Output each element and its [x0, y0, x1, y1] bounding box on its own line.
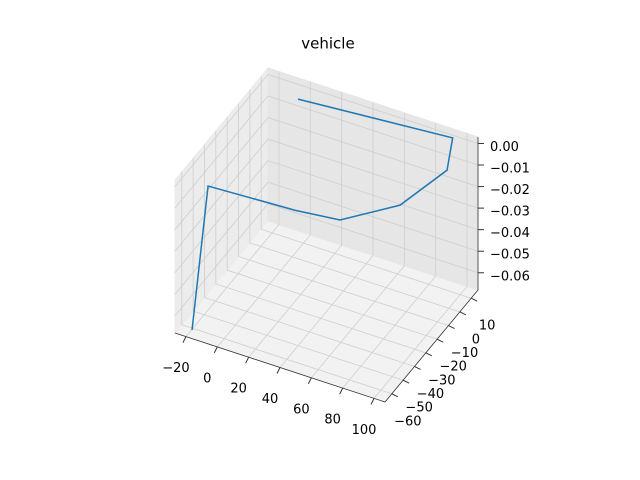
grid-line — [215, 130, 426, 354]
z-tick-label: −0.01 — [490, 162, 530, 177]
y-axis — [384, 289, 479, 403]
grid-line — [174, 73, 479, 187]
y-tick-label: −60 — [394, 414, 421, 429]
tick-mark — [391, 393, 399, 398]
tick-mark — [414, 366, 421, 370]
x-tick-label: 20 — [230, 382, 247, 397]
tick-mark — [459, 311, 467, 316]
x-tick-label: 100 — [352, 423, 377, 438]
grid-line — [217, 81, 311, 348]
grid-line — [192, 158, 404, 381]
y-tick-label: −30 — [428, 373, 455, 388]
y-tick-label: 10 — [479, 319, 496, 334]
tick-mark — [436, 338, 444, 343]
x-tick-label: −20 — [162, 361, 189, 376]
y-tick-label: −50 — [405, 401, 432, 416]
grid-line — [311, 112, 405, 379]
grid-line — [174, 95, 479, 209]
tick-mark — [339, 387, 344, 395]
tick-mark — [182, 336, 187, 343]
z-tick-label: −0.04 — [490, 226, 530, 241]
tick-mark — [213, 346, 218, 354]
grid-line — [260, 76, 472, 299]
y-tick-label: −20 — [439, 360, 466, 375]
grid-line — [342, 123, 437, 389]
x-tick-label: 0 — [203, 371, 211, 386]
z-tick-label: −0.03 — [490, 205, 530, 220]
grid-line — [174, 138, 479, 252]
chart-title: vehicle — [301, 35, 354, 53]
grid-line — [226, 117, 438, 340]
x-tick-label: 60 — [293, 402, 310, 417]
x-axis — [174, 332, 386, 403]
tick-mark — [276, 367, 281, 374]
tick-mark — [370, 398, 375, 405]
z-tick-label: −0.06 — [490, 269, 530, 284]
grid-line — [174, 160, 479, 273]
x-tick-label: 80 — [324, 413, 341, 428]
grid-line — [249, 89, 460, 313]
z-tick-label: 0.00 — [490, 140, 519, 155]
y-tick-label: −40 — [417, 387, 444, 402]
grid-line — [204, 144, 415, 367]
x-tick-label: 40 — [262, 392, 279, 407]
grid-line — [174, 181, 479, 295]
data-line — [191, 98, 454, 331]
grid-line — [174, 117, 479, 230]
grid-line — [248, 92, 343, 358]
y-tick-label: 0 — [472, 332, 480, 347]
grid-line — [279, 102, 374, 368]
grid-line — [373, 133, 468, 399]
y-tick-label: −10 — [451, 346, 478, 361]
tick-mark — [425, 352, 433, 357]
z-tick-label: −0.05 — [490, 248, 530, 263]
z-tick-label: −0.02 — [490, 183, 530, 198]
grid-line — [174, 203, 479, 317]
tick-mark — [448, 325, 455, 329]
grid-line — [185, 71, 280, 337]
grid-line — [181, 171, 392, 395]
grid-line — [238, 103, 449, 326]
tick-mark — [245, 356, 250, 364]
tick-mark — [402, 379, 410, 384]
tick-mark — [307, 377, 312, 385]
tick-mark — [470, 297, 478, 302]
